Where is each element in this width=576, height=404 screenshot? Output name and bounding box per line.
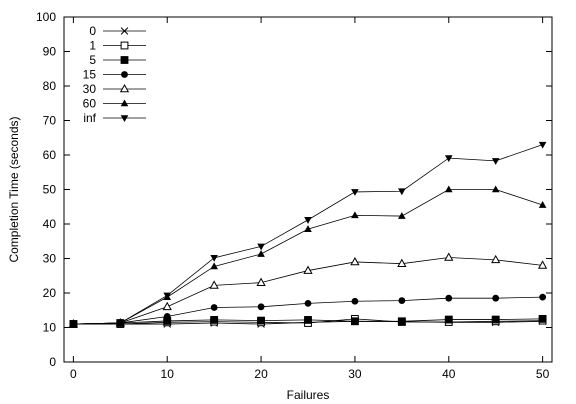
data-point [121, 71, 128, 78]
data-point [257, 243, 265, 251]
y-tick-label: 20 [43, 286, 57, 300]
data-point [210, 304, 218, 311]
data-point [491, 254, 501, 264]
x-tick-label: 40 [442, 367, 456, 381]
y-tick-label: 50 [43, 183, 57, 197]
data-point [538, 314, 547, 323]
data-point [304, 225, 312, 232]
data-point [398, 212, 406, 219]
data-point [120, 41, 129, 50]
data-point [163, 313, 171, 320]
data-point [351, 317, 359, 326]
y-tick-label: 0 [49, 355, 56, 369]
series-30 [68, 252, 548, 328]
data-point [444, 315, 453, 324]
y-tick-label: 30 [43, 252, 57, 266]
data-point [491, 185, 500, 193]
x-tick-label: 20 [254, 367, 268, 381]
data-point [351, 189, 359, 196]
legend-item-1: 1 [89, 39, 146, 53]
y-tick-label: 70 [43, 114, 57, 128]
y-tick-label: 10 [43, 321, 57, 335]
data-point [491, 158, 500, 165]
data-point [120, 56, 129, 64]
y-tick-label: 100 [36, 10, 56, 24]
data-point [539, 293, 547, 301]
x-tick-label: 10 [161, 367, 175, 381]
legend-label: 15 [83, 68, 97, 82]
data-point [398, 188, 406, 196]
series-inf [69, 141, 547, 329]
data-point [538, 141, 547, 149]
series-line [73, 144, 543, 325]
y-axis-label: Completion Time (seconds) [7, 116, 21, 262]
data-point [397, 258, 407, 267]
data-point [304, 316, 312, 324]
data-point [537, 260, 548, 269]
legend-label: inf [83, 111, 96, 125]
x-tick-label: 0 [70, 367, 77, 381]
data-point [397, 317, 406, 326]
data-point [210, 262, 218, 270]
data-point [257, 303, 265, 311]
data-point [119, 83, 130, 93]
data-point [257, 250, 265, 257]
legend-label: 0 [89, 24, 96, 38]
x-tick-label: 50 [536, 367, 550, 381]
data-point [209, 280, 219, 289]
x-axis-label: Failures [287, 388, 330, 402]
data-point [491, 315, 500, 324]
data-point [398, 297, 406, 304]
data-point [120, 99, 129, 107]
series-5 [69, 314, 547, 328]
data-point [304, 299, 312, 307]
y-tick-label: 90 [43, 45, 57, 59]
legend-item-60: 60 [83, 97, 146, 111]
data-point [116, 320, 125, 328]
legend-label: 5 [89, 53, 96, 67]
data-point [444, 252, 454, 261]
data-point [350, 256, 360, 266]
legend-item-15: 15 [83, 68, 146, 82]
series-group [68, 141, 548, 329]
data-point [538, 201, 547, 208]
legend-item-5: 5 [89, 53, 146, 67]
legend-item-30: 30 [83, 82, 146, 96]
legend-item-0: 0 [89, 24, 146, 38]
data-point [444, 155, 453, 163]
legend-label: 60 [83, 97, 97, 111]
data-point [303, 265, 313, 274]
data-point [210, 316, 219, 324]
data-point [444, 185, 453, 193]
legend-label: 1 [89, 39, 96, 53]
data-point [257, 316, 265, 325]
y-tick-label: 40 [43, 217, 57, 231]
data-point [120, 27, 129, 35]
data-point [351, 297, 359, 305]
data-point [492, 294, 500, 302]
data-point [120, 115, 129, 122]
data-point [304, 217, 312, 224]
y-tick-label: 60 [43, 148, 57, 162]
data-point [69, 321, 78, 329]
y-tick-label: 80 [43, 79, 57, 93]
data-point [163, 292, 172, 300]
x-tick-label: 30 [348, 367, 362, 381]
legend-item-inf: inf [83, 111, 146, 125]
data-point [256, 277, 266, 286]
data-point [445, 294, 453, 302]
data-point [210, 255, 218, 262]
data-point [162, 301, 172, 311]
legend-label: 30 [83, 82, 97, 96]
data-point [351, 211, 359, 219]
